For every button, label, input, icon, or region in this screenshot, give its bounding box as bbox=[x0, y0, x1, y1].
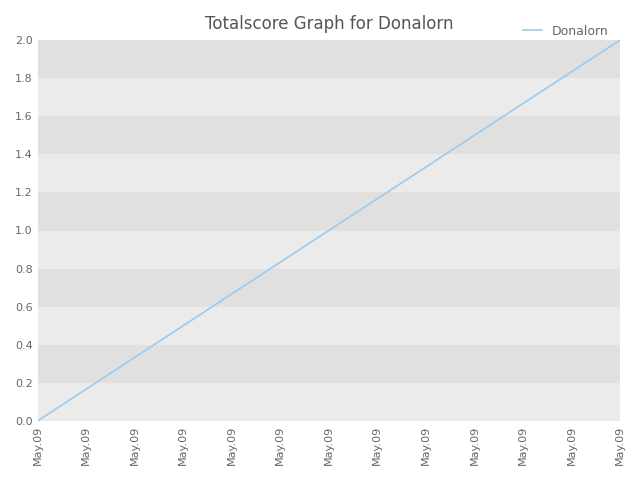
Donalorn bbox=[228, 291, 236, 297]
Bar bbox=[38, 307, 620, 345]
Bar bbox=[38, 78, 620, 116]
Bar bbox=[38, 116, 620, 155]
Donalorn bbox=[179, 323, 187, 329]
Donalorn bbox=[276, 259, 284, 265]
Bar bbox=[38, 230, 620, 269]
Line: Donalorn: Donalorn bbox=[38, 40, 620, 421]
Donalorn bbox=[519, 101, 527, 107]
Bar bbox=[38, 383, 620, 421]
Bar bbox=[38, 192, 620, 230]
Bar bbox=[38, 345, 620, 383]
Bar bbox=[38, 40, 620, 78]
Legend: Donalorn: Donalorn bbox=[518, 20, 614, 43]
Donalorn bbox=[131, 355, 138, 360]
Bar bbox=[38, 155, 620, 192]
Donalorn bbox=[83, 386, 90, 392]
Donalorn bbox=[422, 164, 429, 170]
Donalorn bbox=[34, 418, 42, 424]
Bar bbox=[38, 269, 620, 307]
Donalorn bbox=[568, 69, 575, 75]
Donalorn bbox=[470, 132, 478, 138]
Donalorn bbox=[374, 196, 381, 202]
Donalorn bbox=[616, 37, 624, 43]
Donalorn bbox=[325, 228, 333, 233]
Title: Totalscore Graph for Donalorn: Totalscore Graph for Donalorn bbox=[205, 15, 453, 33]
